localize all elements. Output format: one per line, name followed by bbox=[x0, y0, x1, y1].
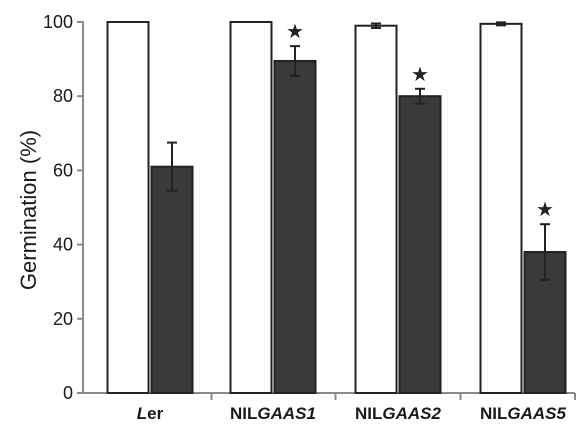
bar-control bbox=[229, 21, 273, 394]
bar-treatment bbox=[150, 165, 194, 394]
bar-treatment bbox=[398, 95, 442, 394]
y-tick-label: 20 bbox=[53, 309, 73, 329]
y-axis-title: Germination (%) bbox=[16, 130, 41, 290]
x-category-label: Ler bbox=[137, 404, 164, 423]
bar-treatment bbox=[273, 59, 317, 395]
y-tick-label: 100 bbox=[43, 12, 73, 32]
y-tick-label: 0 bbox=[63, 383, 73, 403]
x-category-label: NILGAAS5 bbox=[480, 404, 567, 423]
bar-control bbox=[354, 24, 398, 395]
x-category-label: NILGAAS1 bbox=[230, 404, 316, 423]
y-tick-label: 80 bbox=[53, 86, 73, 106]
significance-star: ★ bbox=[286, 19, 304, 43]
x-category-label: NILGAAS2 bbox=[355, 404, 442, 423]
significance-star: ★ bbox=[411, 62, 429, 86]
y-tick-label: 40 bbox=[53, 235, 73, 255]
y-tick-label: 60 bbox=[53, 160, 73, 180]
bar-control bbox=[106, 21, 150, 394]
bar-control bbox=[479, 22, 523, 394]
significance-star: ★ bbox=[536, 197, 554, 221]
